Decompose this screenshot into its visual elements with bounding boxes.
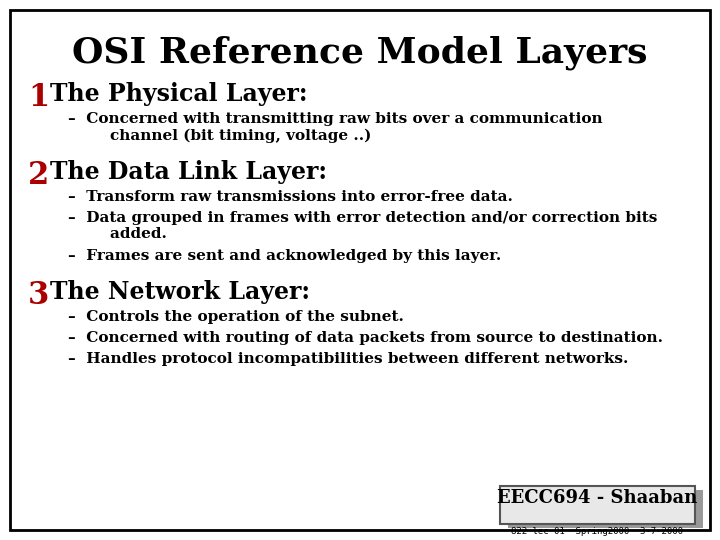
Text: –  Transform raw transmissions into error-free data.: – Transform raw transmissions into error… xyxy=(68,190,513,204)
Text: –  Controls the operation of the subnet.: – Controls the operation of the subnet. xyxy=(68,310,404,324)
Text: 2: 2 xyxy=(28,160,49,191)
Text: The Network Layer:: The Network Layer: xyxy=(50,280,310,304)
Text: –  Concerned with transmitting raw bits over a communication
        channel (bi: – Concerned with transmitting raw bits o… xyxy=(68,112,603,143)
Text: 3: 3 xyxy=(28,280,50,311)
Bar xyxy=(500,486,695,524)
Text: EECC694 - Shaaban: EECC694 - Shaaban xyxy=(497,489,697,507)
Text: The Physical Layer:: The Physical Layer: xyxy=(50,82,307,106)
Text: 822 lec 01  Spring2000  3-7-2000: 822 lec 01 Spring2000 3-7-2000 xyxy=(511,526,683,536)
Text: The Data Link Layer:: The Data Link Layer: xyxy=(50,160,327,184)
Text: –  Data grouped in frames with error detection and/or correction bits
        ad: – Data grouped in frames with error dete… xyxy=(68,211,657,241)
Text: –  Frames are sent and acknowledged by this layer.: – Frames are sent and acknowledged by th… xyxy=(68,249,501,263)
Text: OSI Reference Model Layers: OSI Reference Model Layers xyxy=(72,35,648,70)
Text: 1: 1 xyxy=(28,82,49,113)
Bar xyxy=(508,490,703,528)
Text: –  Concerned with routing of data packets from source to destination.: – Concerned with routing of data packets… xyxy=(68,331,663,345)
Text: –  Handles protocol incompatibilities between different networks.: – Handles protocol incompatibilities bet… xyxy=(68,352,629,366)
